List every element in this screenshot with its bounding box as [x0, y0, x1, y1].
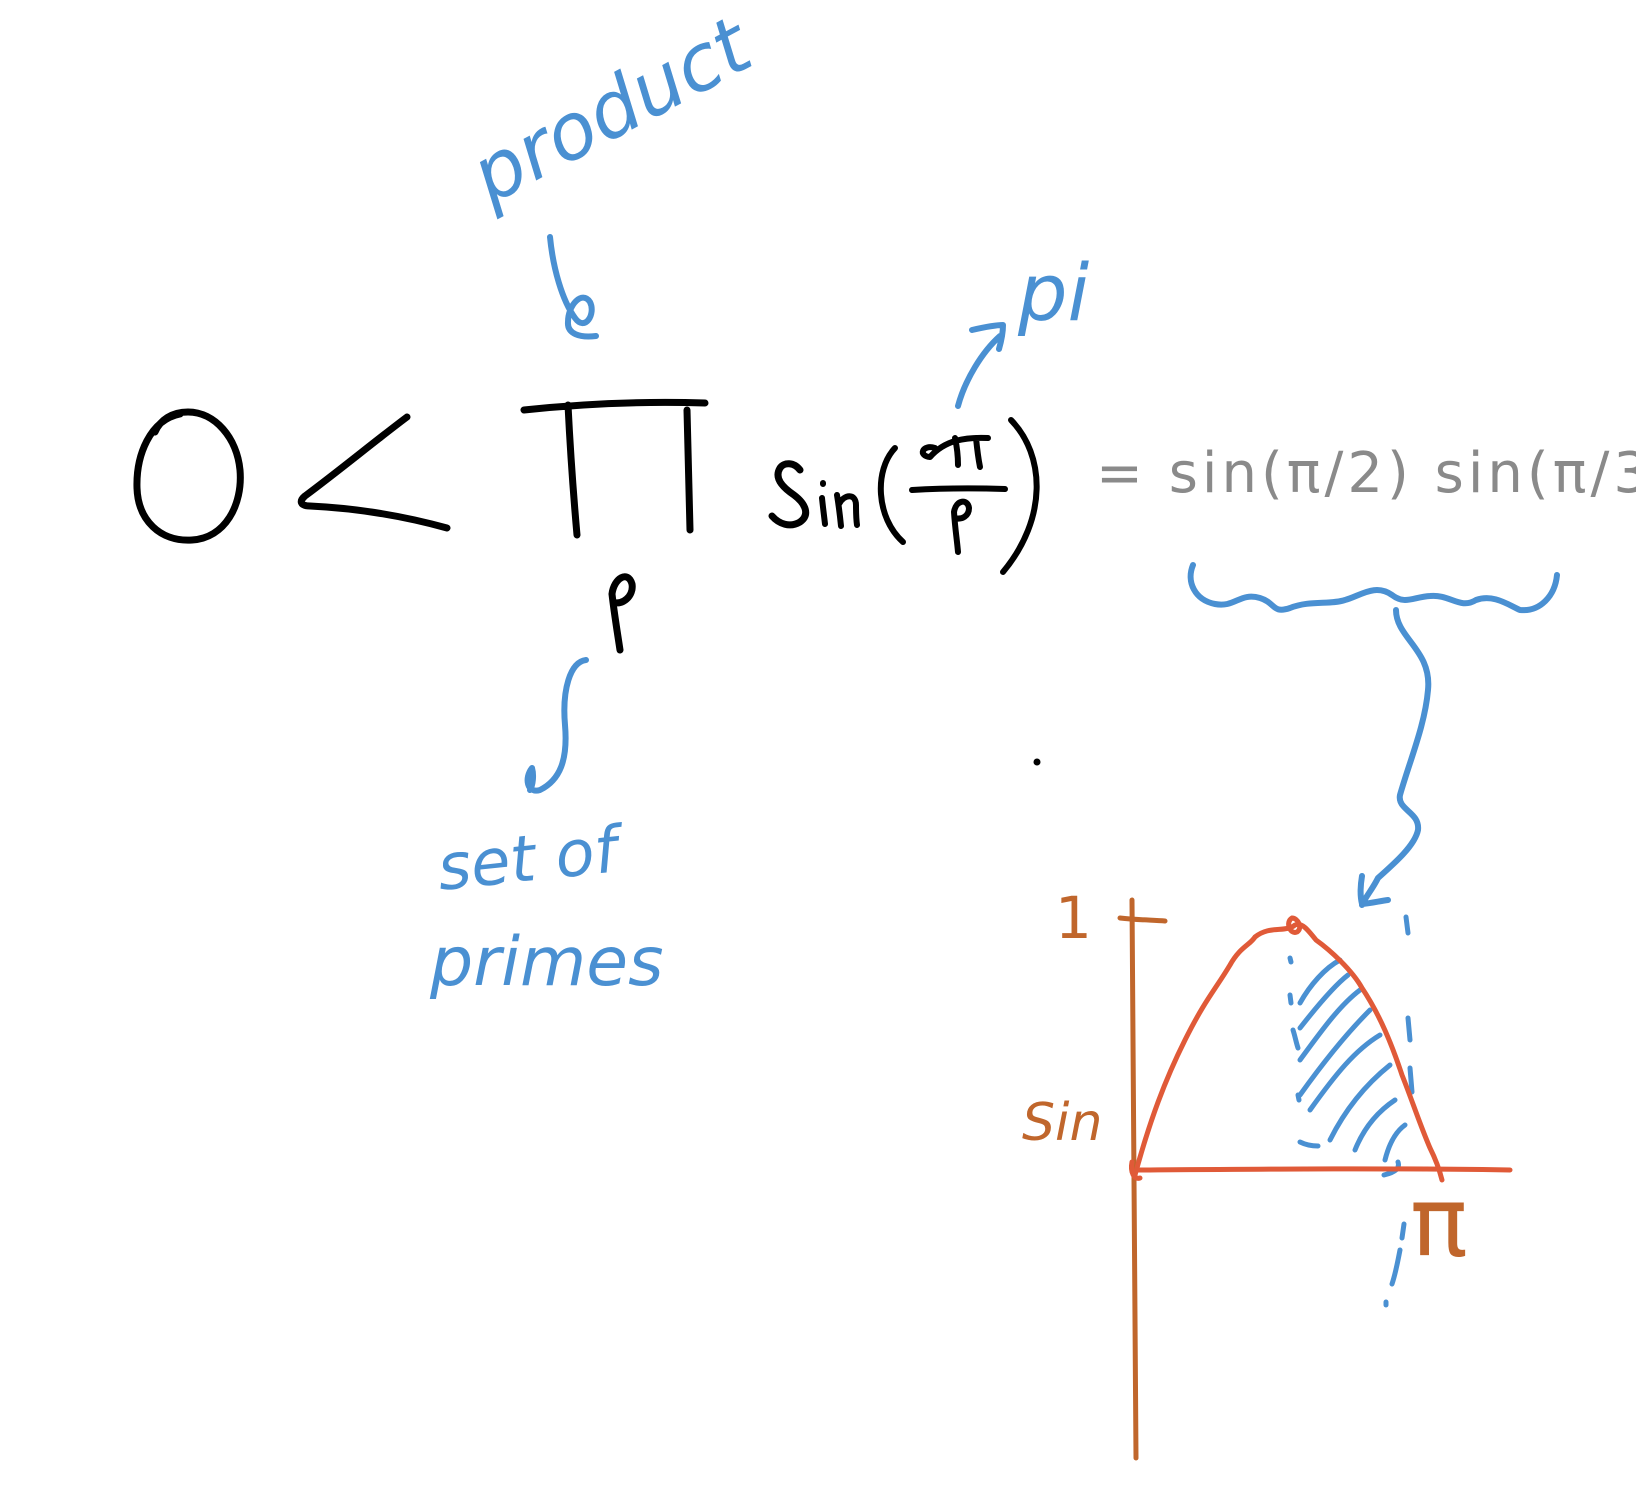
brace-arrow [1357, 607, 1432, 908]
peak-mark [1286, 915, 1303, 935]
primes-label: primes [429, 923, 664, 1002]
curly-brace [1187, 562, 1560, 614]
fraction-bar [909, 485, 1008, 493]
function-label: Sin [1022, 1093, 1102, 1153]
product-label: product [456, 0, 768, 222]
sin-i-glyph [819, 480, 828, 527]
zero-glyph [133, 408, 244, 544]
hatched-area [1287, 914, 1415, 1308]
less-than-glyph [297, 413, 451, 532]
y-axis [1129, 897, 1139, 1461]
product-arrow [547, 234, 599, 340]
product-annotation: product [456, 0, 768, 222]
y-tick-label: 1 [1055, 884, 1092, 952]
denominator-p-glyph [951, 498, 972, 555]
origin-mark [1129, 1159, 1143, 1181]
numerator-pi-glyph [919, 434, 991, 470]
product-symbol-glyph [520, 398, 709, 539]
set-of-label: set of [434, 813, 629, 906]
x-tick-label: π [1410, 1166, 1468, 1278]
pi-arrow [955, 322, 1006, 409]
expansion-text: = sin(π/2) sin(π/3)·· [1096, 441, 1636, 506]
stray-dot [1033, 758, 1041, 766]
main-formula [133, 398, 1041, 766]
primes-arrow [524, 657, 589, 794]
sin-n-glyph [834, 492, 860, 529]
left-paren-glyph [877, 445, 906, 545]
x-axis [1135, 1166, 1513, 1173]
right-paren-glyph [1000, 417, 1040, 575]
sine-curve [1132, 921, 1445, 1183]
sin-s-glyph [768, 460, 810, 529]
sine-graph: 1 Sin [1022, 884, 1513, 1461]
subscript-p-glyph [608, 573, 636, 654]
y-tick [1117, 915, 1168, 924]
pi-label: pi [1017, 249, 1090, 339]
